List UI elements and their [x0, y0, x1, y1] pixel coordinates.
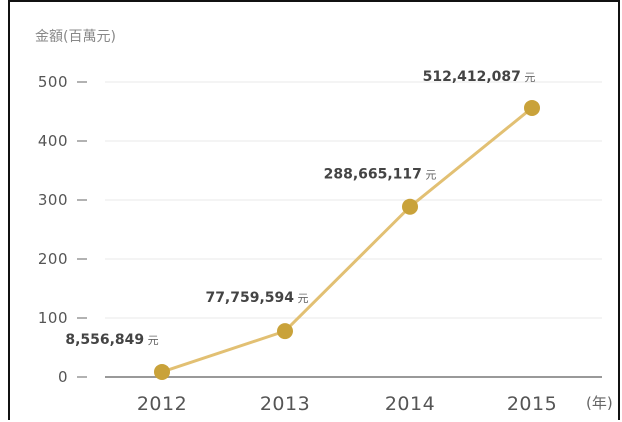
data-point — [402, 198, 418, 215]
gridlines — [105, 81, 602, 319]
data-label-unit: 元 — [521, 71, 536, 84]
data-label-value: 512,412,087 — [423, 69, 521, 85]
y-tick-label: 0 — [58, 368, 68, 386]
data-label-unit: 元 — [422, 169, 437, 182]
y-tick-label: 500 — [38, 73, 68, 91]
data-points — [154, 99, 540, 380]
y-tick-label: 100 — [38, 309, 68, 327]
data-label-value: 288,665,117 — [324, 167, 422, 183]
data-point — [154, 363, 170, 380]
x-axis-ticks: 2012 2013 2014 2015 — [137, 393, 557, 415]
data-label-value: 8,556,849 — [65, 332, 144, 348]
y-tick-label: 200 — [38, 250, 68, 268]
y-axis-unit-label: 金額(百萬元) — [35, 29, 116, 45]
data-point — [277, 323, 293, 340]
x-axis-unit-label: (年) — [586, 394, 613, 412]
x-tick-label: 2014 — [385, 393, 435, 415]
data-label: 8,556,849 元 — [65, 332, 158, 348]
chart-frame: 金額(百萬元) 0 100 200 300 400 500 2012 2013 2014 201… — [8, 0, 620, 420]
y-tick-label: 300 — [38, 191, 68, 209]
x-tick-label: 2015 — [507, 393, 557, 415]
data-label: 77,759,594 元 — [205, 290, 308, 306]
x-tick-label: 2012 — [137, 393, 187, 415]
data-label: 288,665,117 元 — [324, 167, 437, 183]
x-tick-label: 2013 — [260, 393, 310, 415]
data-label-unit: 元 — [144, 334, 159, 347]
data-label-unit: 元 — [294, 292, 309, 305]
y-axis-ticks: 0 100 200 300 400 500 — [38, 73, 87, 386]
y-tick-label: 400 — [38, 132, 68, 150]
series-line — [161, 106, 533, 374]
data-point — [524, 99, 540, 116]
data-label-value: 77,759,594 — [205, 290, 294, 306]
data-label: 512,412,087 元 — [423, 69, 536, 85]
